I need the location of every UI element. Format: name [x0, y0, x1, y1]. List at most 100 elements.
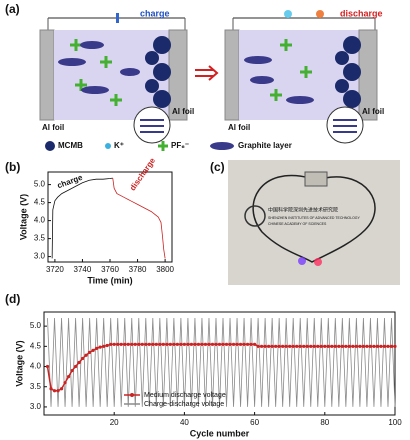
marker [165, 342, 169, 346]
marker [379, 344, 383, 348]
logo [244, 205, 266, 227]
y-tick-label: 5.0 [30, 321, 42, 330]
mcmb-particles [145, 36, 171, 108]
y-tick-label: 4.0 [30, 362, 42, 371]
battery-cell [304, 171, 328, 187]
marker [95, 346, 99, 350]
marker [337, 344, 341, 348]
marker [130, 342, 134, 346]
marker [109, 342, 113, 346]
annotation: discharge [128, 156, 157, 193]
al-plate [39, 29, 55, 121]
y-axis-label: Voltage (V) [18, 194, 28, 240]
graphite-layers [140, 119, 164, 133]
institute-text: CHINESE ACADEMY OF SCIENCES [268, 222, 327, 226]
x-tick-label: 100 [388, 418, 402, 427]
legend-label: Charge-discharge voltage [144, 401, 224, 408]
marker [267, 344, 271, 348]
panel-label: (b) [5, 160, 20, 174]
bulb [284, 10, 292, 18]
x-tick-label: 80 [320, 418, 329, 427]
marker [368, 344, 373, 348]
marker [123, 342, 127, 346]
panel-label: (d) [5, 292, 20, 306]
marker [63, 381, 67, 385]
mcmb-particles [335, 36, 361, 108]
legend-label: Graphite layer [238, 141, 292, 150]
marker [323, 344, 327, 348]
marker [168, 342, 172, 346]
y-tick-label: 3.0 [34, 252, 46, 261]
marker [249, 342, 253, 346]
marker [351, 344, 355, 348]
legend-icon [158, 141, 168, 151]
y-tick-label: 3.0 [30, 402, 42, 411]
x-tick-label: 20 [110, 418, 119, 427]
marker [305, 344, 309, 348]
marker [91, 348, 95, 352]
marker [144, 342, 148, 346]
marker [354, 344, 358, 348]
marker [172, 342, 176, 346]
marker [200, 342, 204, 346]
marker [316, 344, 320, 348]
annotation: charge [56, 173, 84, 191]
marker [319, 344, 323, 348]
x-tick-label: 3740 [74, 265, 92, 274]
marker [189, 342, 194, 346]
marker [284, 344, 288, 348]
marker [126, 342, 130, 346]
marker [263, 344, 267, 348]
marker [137, 342, 141, 346]
marker [274, 344, 278, 348]
marker [309, 344, 313, 348]
marker [375, 344, 380, 348]
marker [49, 387, 53, 391]
marker [260, 344, 264, 348]
marker [105, 343, 109, 348]
marker [112, 342, 116, 346]
x-tick-label: 60 [250, 418, 259, 427]
marker [70, 368, 74, 373]
al-foil-label: Al foil [362, 107, 384, 116]
legend-label: PF₆⁻ [171, 141, 189, 150]
marker [340, 344, 344, 348]
marker [238, 342, 243, 346]
x-tick-label: 3800 [156, 265, 174, 274]
y-tick-label: 5.0 [34, 180, 46, 189]
marker [81, 356, 85, 361]
graphite [244, 56, 314, 104]
marker [326, 344, 330, 348]
marker [102, 344, 106, 348]
marker [302, 344, 306, 348]
marker [333, 344, 337, 348]
marker [242, 342, 246, 346]
marker [389, 344, 394, 348]
series-line [47, 318, 396, 407]
electrolyte [239, 30, 359, 120]
y-tick-label: 4.5 [30, 341, 42, 350]
wire [252, 174, 376, 263]
marker [73, 364, 78, 369]
marker [358, 344, 362, 348]
pf6-ions [270, 39, 312, 101]
graphite-layers [333, 119, 357, 133]
marker [56, 389, 60, 393]
y-tick-label: 3.5 [30, 382, 42, 391]
arrow [195, 65, 219, 81]
marker [214, 342, 218, 346]
marker [288, 344, 292, 348]
plot-frame [43, 311, 396, 416]
charge-label: charge [140, 8, 170, 18]
y-tick-label: 4.5 [34, 198, 46, 207]
y-axis-label: Voltage (V) [14, 340, 24, 386]
institute-text: 中国科学院深圳先进技术研究院 [268, 206, 338, 213]
al-foil-label: Al foil [172, 107, 194, 116]
marker [88, 350, 92, 354]
marker [372, 344, 376, 348]
marker [217, 342, 222, 346]
al-plate [224, 29, 240, 121]
institute-text: SHENZHEN INSTITUTES OF ADVANCED TECHNOLO… [268, 216, 361, 220]
marker [119, 342, 123, 346]
